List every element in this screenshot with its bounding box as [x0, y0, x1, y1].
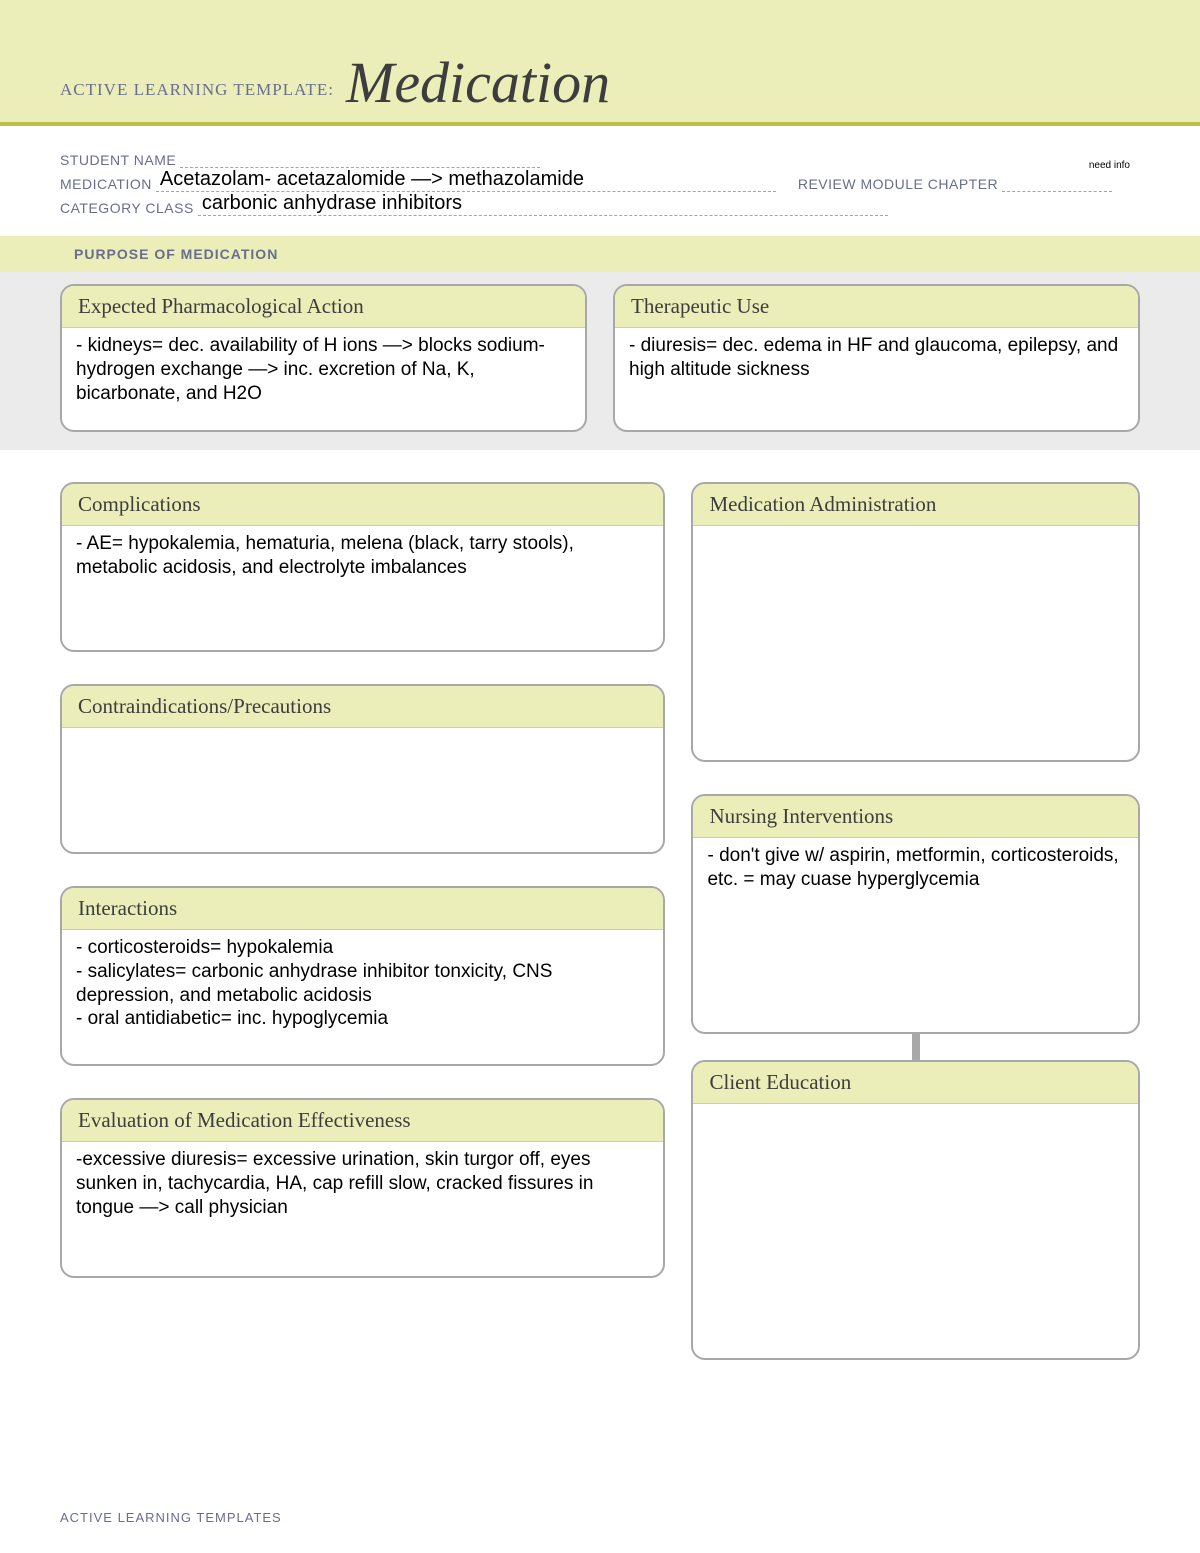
student-name-label: STUDENT NAME	[60, 152, 176, 168]
card-med-admin: Medication Administration	[691, 482, 1140, 762]
lower-columns: Complications - AE= hypokalemia, hematur…	[60, 482, 1140, 1360]
purpose-header: PURPOSE OF MEDICATION	[0, 236, 1200, 272]
card-body: - diuresis= dec. edema in HF and glaucom…	[615, 328, 1138, 430]
card-head: Interactions	[62, 888, 663, 930]
header-banner: ACTIVE LEARNING TEMPLATE: Medication	[0, 0, 1200, 122]
left-column: Complications - AE= hypokalemia, hematur…	[60, 482, 665, 1360]
card-head: Evaluation of Medication Effectiveness	[62, 1100, 663, 1142]
connector-line	[912, 1034, 920, 1060]
card-body: - don't give w/ aspirin, metformin, cort…	[693, 838, 1138, 1032]
card-head: Contraindications/Precautions	[62, 686, 663, 728]
right-column: Medication Administration Nursing Interv…	[691, 482, 1140, 1360]
category-row: CATEGORY CLASS carbonic anhydrase inhibi…	[60, 198, 1140, 216]
card-head: Medication Administration	[693, 484, 1138, 526]
footer-text: ACTIVE LEARNING TEMPLATES	[60, 1510, 282, 1525]
card-complications: Complications - AE= hypokalemia, hematur…	[60, 482, 665, 652]
student-name-line	[180, 150, 540, 168]
card-head: Expected Pharmacological Action	[62, 286, 585, 328]
category-line: carbonic anhydrase inhibitors	[198, 198, 888, 216]
purpose-section: PURPOSE OF MEDICATION Expected Pharmacol…	[0, 236, 1200, 450]
card-client-ed: Client Education	[691, 1060, 1140, 1360]
review-label: REVIEW MODULE CHAPTER	[798, 176, 998, 192]
category-value: carbonic anhydrase inhibitors	[202, 192, 462, 215]
card-body	[62, 728, 663, 852]
card-head: Therapeutic Use	[615, 286, 1138, 328]
medication-value: Acetazolam- acetazalomide —> methazolami…	[160, 168, 584, 191]
card-body: - corticosteroids= hypokalemia - salicyl…	[62, 930, 663, 1064]
card-body: - kidneys= dec. availability of H ions —…	[62, 328, 585, 430]
medication-label: MEDICATION	[60, 176, 152, 192]
card-pharm-action: Expected Pharmacological Action - kidney…	[60, 284, 587, 432]
medication-row: MEDICATION Acetazolam- acetazalomide —> …	[60, 174, 1140, 192]
card-head: Complications	[62, 484, 663, 526]
card-nursing: Nursing Interventions - don't give w/ as…	[691, 794, 1140, 1034]
card-head: Nursing Interventions	[693, 796, 1138, 838]
medication-line: Acetazolam- acetazalomide —> methazolami…	[156, 174, 776, 192]
card-body	[693, 1104, 1138, 1358]
card-interactions: Interactions - corticosteroids= hypokale…	[60, 886, 665, 1066]
card-contraindications: Contraindications/Precautions	[60, 684, 665, 854]
student-name-row: STUDENT NAME	[60, 150, 1140, 168]
card-evaluation: Evaluation of Medication Effectiveness -…	[60, 1098, 665, 1278]
top-note: need info	[1089, 160, 1130, 171]
banner-title: Medication	[346, 49, 610, 116]
banner-prefix: ACTIVE LEARNING TEMPLATE:	[60, 80, 334, 100]
field-block: STUDENT NAME MEDICATION Acetazolam- acet…	[60, 150, 1140, 216]
card-body	[693, 526, 1138, 760]
card-head: Client Education	[693, 1062, 1138, 1104]
card-body: - AE= hypokalemia, hematuria, melena (bl…	[62, 526, 663, 650]
card-therapeutic-use: Therapeutic Use - diuresis= dec. edema i…	[613, 284, 1140, 432]
card-body: -excessive diuresis= excessive urination…	[62, 1142, 663, 1276]
category-label: CATEGORY CLASS	[60, 200, 194, 216]
review-line	[1002, 174, 1112, 192]
